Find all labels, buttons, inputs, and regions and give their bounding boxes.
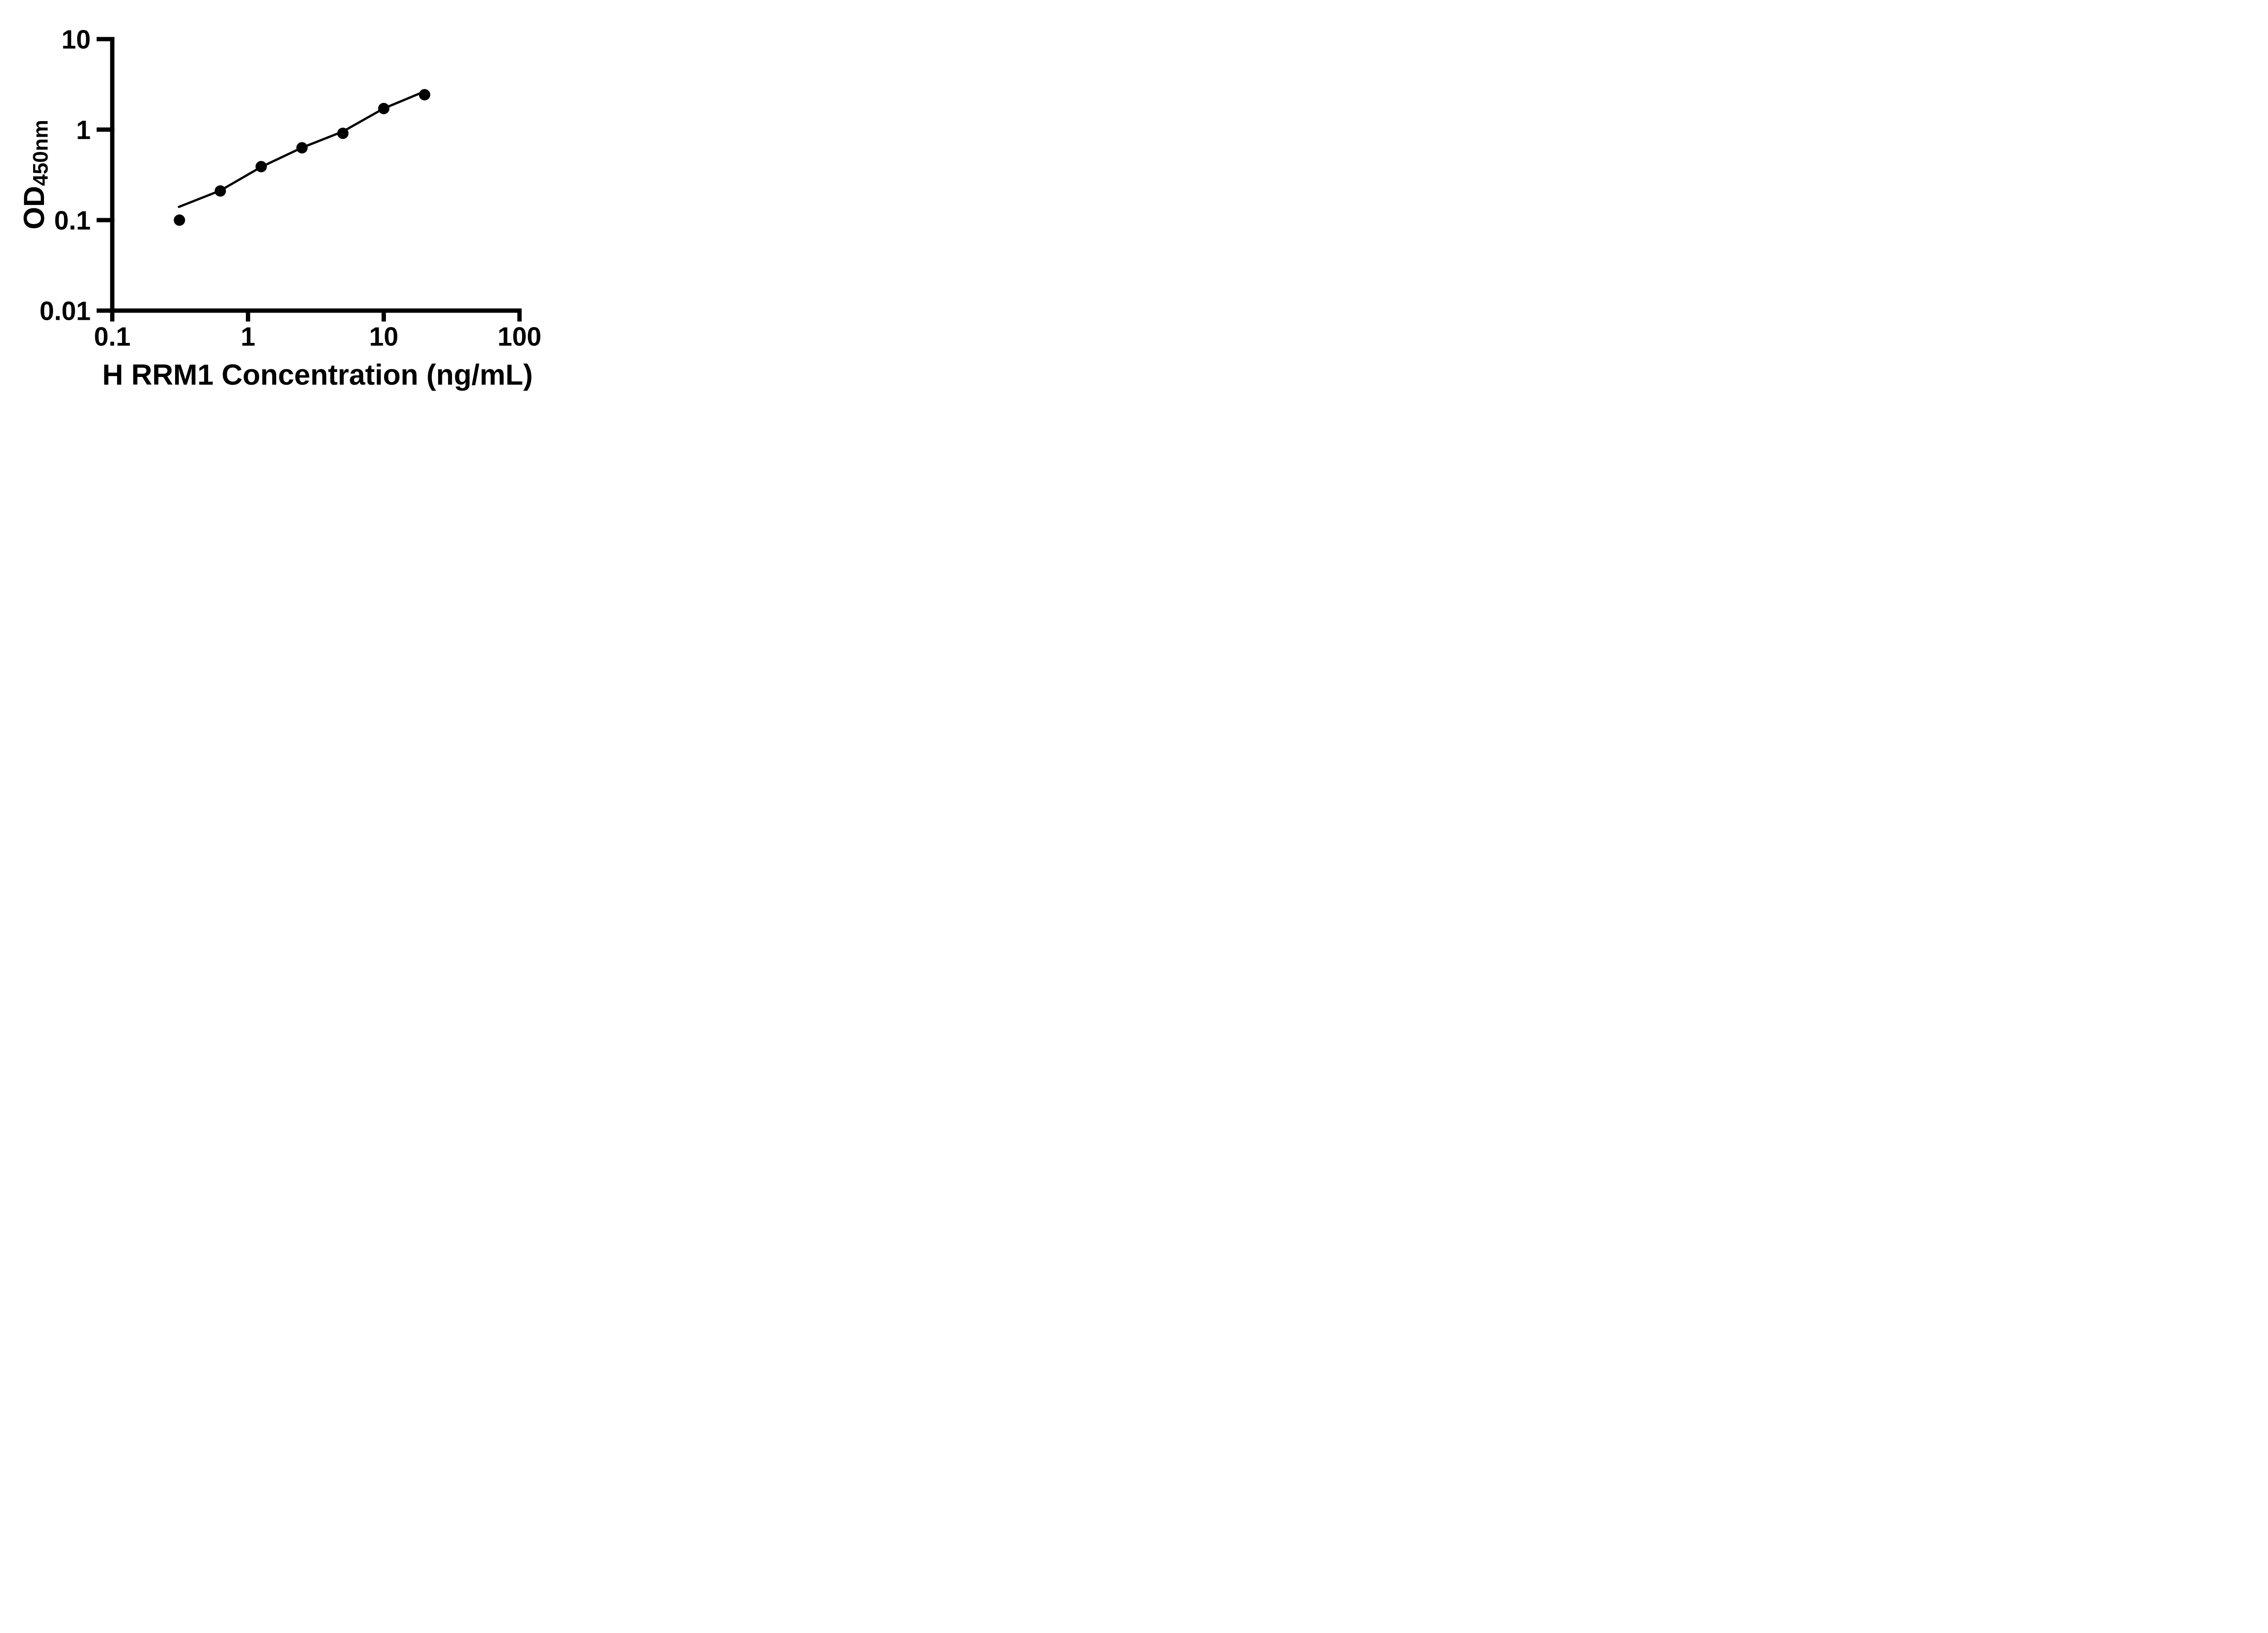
elisa-standard-curve-figure: 0.01 0.1 1 10 0.1 1 10 100 H RRM1 Concentration…: [0, 0, 583, 408]
y-axis-title: OD450nm: [17, 120, 53, 230]
data-point: [419, 89, 430, 101]
data-point: [215, 185, 226, 197]
y-axis-tick-label: 0.1: [54, 206, 91, 235]
data-point: [255, 161, 267, 172]
x-axis-tick-label: 1: [241, 322, 255, 352]
y-axis-title-main: OD: [17, 186, 50, 230]
data-point: [296, 142, 308, 154]
data-point: [378, 103, 390, 114]
x-axis-title: H RRM1 Concentration (ng/mL): [102, 358, 533, 391]
x-axis-tick-label: 100: [498, 322, 542, 352]
y-axis-tick-label: 0.01: [39, 297, 91, 326]
y-axis-tick-label: 1: [76, 116, 91, 145]
x-axis-tick-label: 0.1: [94, 322, 131, 352]
y-axis-tick-label: 10: [61, 25, 91, 54]
data-point: [174, 214, 186, 226]
y-axis-title-subscript: 450nm: [29, 120, 53, 186]
data-point: [337, 127, 349, 139]
x-axis-tick-label: 10: [369, 322, 399, 352]
